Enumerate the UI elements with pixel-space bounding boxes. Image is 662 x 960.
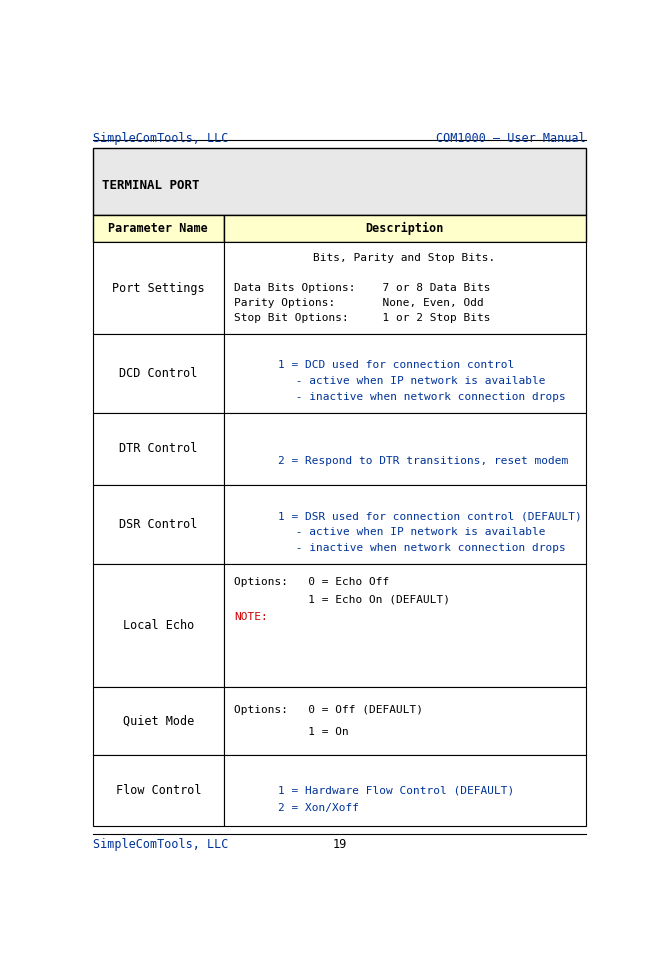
FancyBboxPatch shape [224,215,585,242]
Text: DCD Control: DCD Control [119,367,197,380]
FancyBboxPatch shape [93,149,585,215]
FancyBboxPatch shape [93,334,224,413]
Text: Parity Options:       None, Even, Odd: Parity Options: None, Even, Odd [234,299,484,308]
FancyBboxPatch shape [93,687,224,755]
Text: Stop Bit Options:     1 or 2 Stop Bits: Stop Bit Options: 1 or 2 Stop Bits [234,314,491,324]
Text: 1 = DSR used for connection control (DEFAULT): 1 = DSR used for connection control (DEF… [278,512,582,521]
Text: Options:   0 = Echo Off: Options: 0 = Echo Off [234,577,390,587]
Text: Parameter Name: Parameter Name [109,222,208,235]
FancyBboxPatch shape [93,755,224,827]
FancyBboxPatch shape [93,485,224,564]
Text: Quiet Mode: Quiet Mode [122,714,194,728]
FancyBboxPatch shape [224,564,585,687]
Text: 1 = On: 1 = On [234,728,349,737]
Text: Flow Control: Flow Control [116,784,201,797]
FancyBboxPatch shape [93,215,224,242]
Text: Bits, Parity and Stop Bits.: Bits, Parity and Stop Bits. [313,252,496,263]
Text: - active when IP network is available: - active when IP network is available [289,527,545,538]
Text: DTR Control: DTR Control [119,443,197,455]
Text: COM1000 – User Manual: COM1000 – User Manual [436,132,585,145]
Text: DSR Control: DSR Control [119,517,197,531]
Text: 2 = Respond to DTR transitions, reset modem: 2 = Respond to DTR transitions, reset mo… [278,456,568,466]
FancyBboxPatch shape [93,242,224,334]
FancyBboxPatch shape [224,687,585,755]
Text: Data Bits Options:    7 or 8 Data Bits: Data Bits Options: 7 or 8 Data Bits [234,283,491,293]
FancyBboxPatch shape [224,334,585,413]
FancyBboxPatch shape [224,755,585,827]
Text: - inactive when network connection drops: - inactive when network connection drops [289,543,565,553]
FancyBboxPatch shape [93,564,224,687]
Text: NOTE:: NOTE: [234,612,268,622]
FancyBboxPatch shape [224,242,585,334]
Text: 19: 19 [332,838,346,852]
FancyBboxPatch shape [93,413,224,485]
Text: Description: Description [365,222,444,235]
Text: 1 = Echo On (DEFAULT): 1 = Echo On (DEFAULT) [234,594,450,604]
Text: Local Echo: Local Echo [122,619,194,633]
FancyBboxPatch shape [224,485,585,564]
Text: SimpleComTools, LLC: SimpleComTools, LLC [93,838,228,852]
Text: - active when IP network is available: - active when IP network is available [289,376,545,386]
Text: Options:   0 = Off (DEFAULT): Options: 0 = Off (DEFAULT) [234,705,424,715]
FancyBboxPatch shape [224,413,585,485]
Text: - inactive when network connection drops: - inactive when network connection drops [289,393,565,402]
Text: 1 = DCD used for connection control: 1 = DCD used for connection control [278,361,514,371]
Text: SimpleComTools, LLC: SimpleComTools, LLC [93,132,228,145]
Text: 2 = Xon/Xoff: 2 = Xon/Xoff [278,804,359,813]
Text: Port Settings: Port Settings [112,281,205,295]
Text: TERMINAL PORT: TERMINAL PORT [102,179,200,192]
Text: 1 = Hardware Flow Control (DEFAULT): 1 = Hardware Flow Control (DEFAULT) [278,785,514,796]
